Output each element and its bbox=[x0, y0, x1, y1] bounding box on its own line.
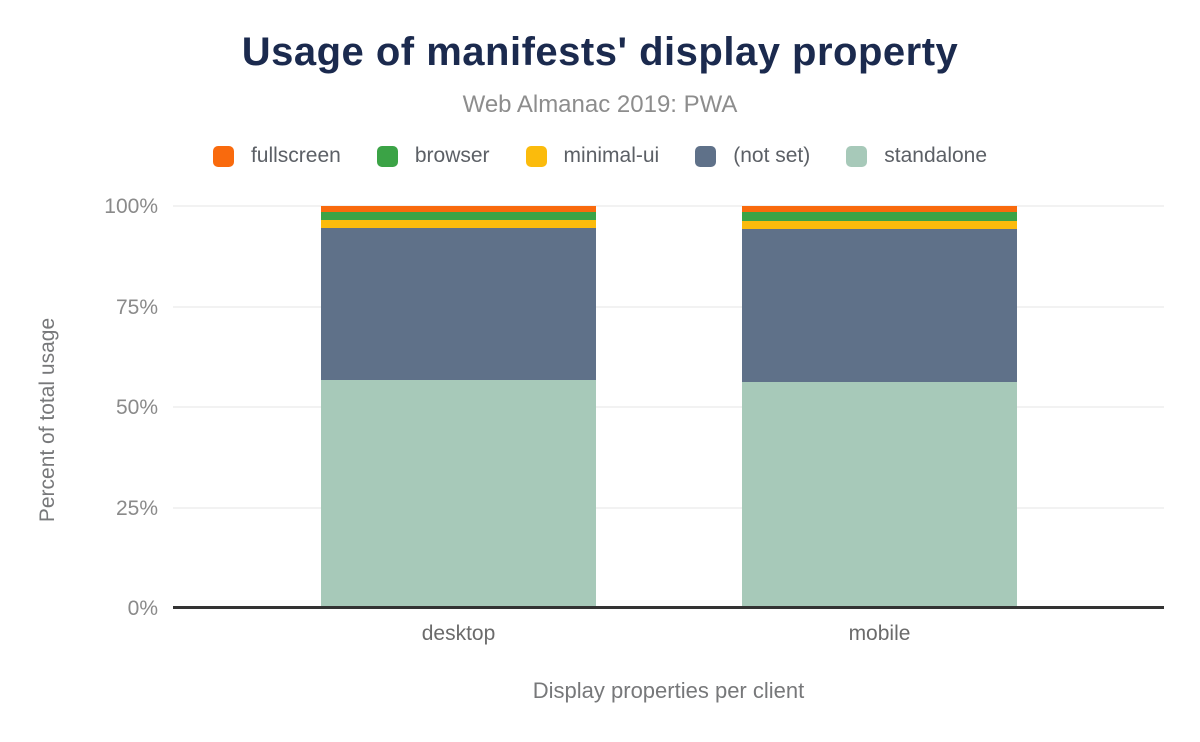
bar-segment-minimal-ui-mobile[interactable] bbox=[742, 220, 1017, 229]
legend-item-notset: (not set) bbox=[695, 144, 810, 168]
bar-segment-browser-desktop[interactable] bbox=[321, 212, 596, 221]
legend-label: fullscreen bbox=[250, 144, 341, 167]
gridline-50 bbox=[173, 406, 1164, 408]
gridline-100 bbox=[173, 205, 1164, 207]
x-axis-title: Display properties per client bbox=[532, 678, 805, 703]
chart-title: Usage of manifests' display property bbox=[241, 30, 959, 74]
bar-desktop bbox=[321, 206, 596, 608]
legend-swatch-icon bbox=[212, 145, 234, 167]
legend: fullscreen browser minimal-ui (not set) stan… bbox=[0, 144, 1200, 168]
legend-item-browser: browser bbox=[376, 144, 490, 168]
bar-segment-fullscreen-mobile[interactable] bbox=[742, 206, 1017, 213]
bar-segment-standalone-mobile[interactable] bbox=[742, 381, 1017, 608]
gridline-25 bbox=[173, 506, 1164, 509]
legend-item-standalone: standalone bbox=[846, 144, 987, 168]
y-tick-label-50: 50% bbox=[115, 396, 158, 419]
y-axis-title: Percent of total usage bbox=[36, 317, 59, 523]
legend-swatch-icon bbox=[695, 145, 717, 167]
legend-swatch-icon bbox=[846, 145, 868, 167]
bar-mobile bbox=[742, 206, 1017, 608]
legend-swatch-icon bbox=[376, 145, 398, 167]
plot-area: 0% 25% 50% 75% 100% desktop mobile bbox=[104, 195, 1164, 645]
bar-segment-minimal-ui-desktop[interactable] bbox=[321, 220, 596, 229]
legend-label: (not set) bbox=[733, 144, 811, 167]
legend-label: standalone bbox=[884, 144, 988, 167]
y-tick-label-25: 25% bbox=[115, 496, 158, 520]
y-tick-label-0: 0% bbox=[127, 597, 158, 620]
legend-item-fullscreen: fullscreen bbox=[212, 144, 341, 168]
bar-segment-fullscreen-desktop[interactable] bbox=[321, 206, 596, 213]
y-tick-label-100: 100% bbox=[104, 195, 158, 218]
legend-swatch-icon bbox=[525, 145, 547, 167]
chart-subtitle: Web Almanac 2019: PWA bbox=[462, 91, 738, 118]
gridline-75 bbox=[173, 305, 1164, 308]
bar-segment-browser-mobile[interactable] bbox=[742, 212, 1017, 221]
x-category-label-desktop: desktop bbox=[421, 622, 496, 645]
bar-segment-standalone-desktop[interactable] bbox=[321, 379, 596, 608]
x-axis-line bbox=[173, 606, 1164, 609]
bar-segment-notset-mobile[interactable] bbox=[742, 228, 1017, 382]
y-tick-label-75: 75% bbox=[115, 295, 158, 319]
legend-item-minimal-ui: minimal-ui bbox=[525, 144, 660, 168]
legend-label: minimal-ui bbox=[563, 144, 660, 167]
bar-segment-notset-desktop[interactable] bbox=[321, 228, 596, 380]
x-category-label-mobile: mobile bbox=[848, 622, 911, 645]
legend-label: browser bbox=[414, 144, 490, 167]
